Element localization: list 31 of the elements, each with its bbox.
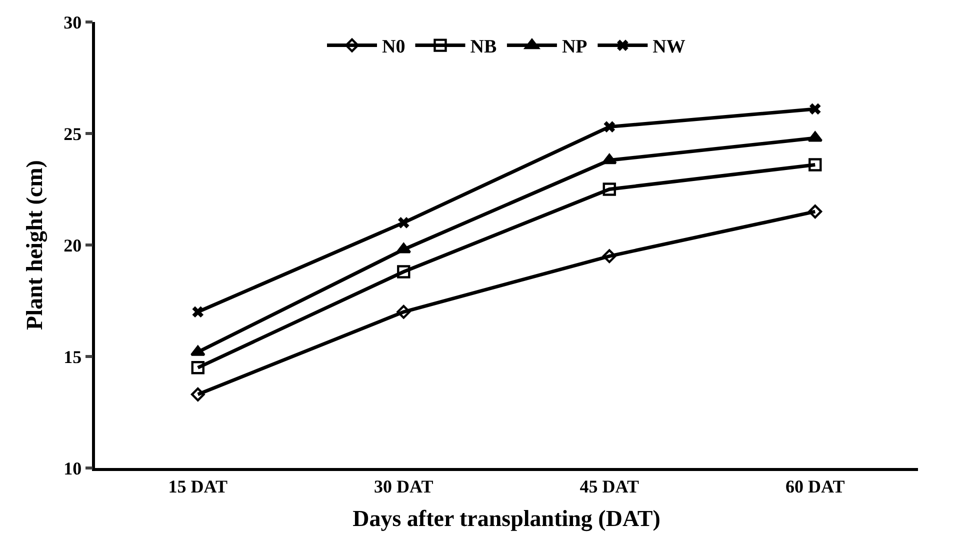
legend-label: N0: [382, 36, 406, 58]
legend-label: NP: [562, 36, 588, 58]
point: [398, 217, 410, 228]
point: [808, 131, 823, 142]
y-axis-title: Plant height (cm): [22, 160, 48, 330]
legend-label: NB: [470, 36, 497, 58]
x-tick-label: 30 DAT: [374, 476, 434, 496]
point: [809, 103, 821, 115]
point: [397, 265, 410, 278]
point: [190, 387, 205, 402]
point: [396, 242, 412, 254]
point: [190, 345, 206, 356]
legend-label: NW: [652, 36, 686, 58]
point: [808, 158, 822, 172]
point: [602, 154, 617, 164]
x-tick-label: 45 DAT: [580, 476, 639, 496]
y-tick-label: 15: [64, 346, 82, 367]
x-tick-label: 60 DAT: [786, 476, 845, 496]
point: [192, 306, 204, 318]
y-tick-label: 30: [64, 12, 82, 32]
point: [602, 249, 616, 264]
point: [191, 361, 204, 374]
point: [604, 121, 616, 132]
x-axis-title: Days after transplanting (DAT): [352, 506, 660, 532]
y-tick-label: 25: [64, 124, 82, 144]
point: [602, 182, 616, 196]
x-tick-label: 15 DAT: [168, 476, 228, 496]
point: [396, 304, 411, 319]
point: [808, 204, 822, 218]
y-tick-label: 10: [64, 458, 82, 478]
y-tick-label: 20: [64, 235, 82, 256]
